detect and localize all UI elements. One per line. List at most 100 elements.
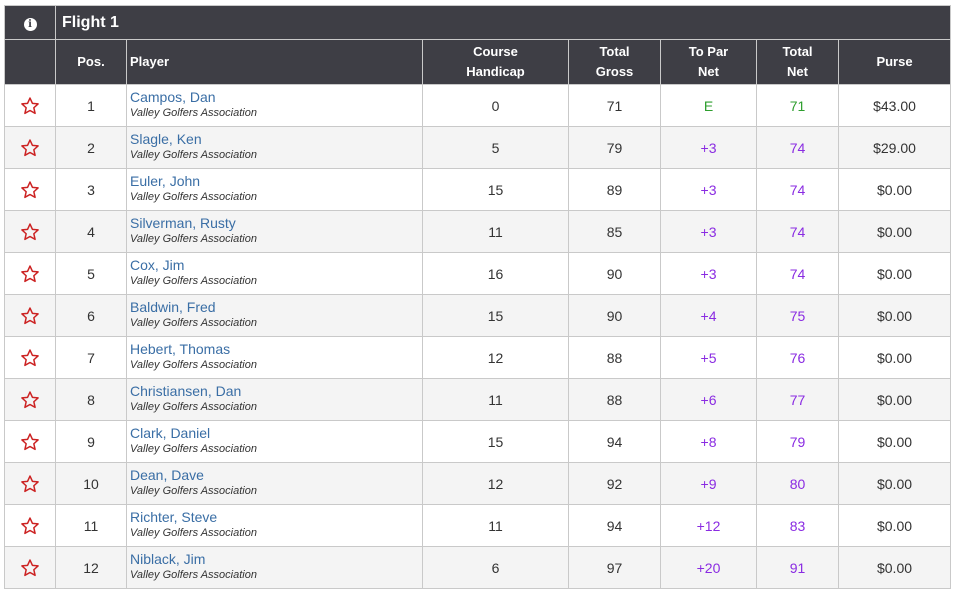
purse-cell: $0.00 xyxy=(837,210,952,253)
gross-cell: 88 xyxy=(568,378,661,421)
player-cell: Slagle, Ken Valley Golfers Association xyxy=(126,126,423,169)
player-name-link[interactable]: Euler, John xyxy=(130,173,201,189)
purse-column-header[interactable]: Purse xyxy=(837,39,952,85)
player-club: Valley Golfers Association xyxy=(130,191,257,203)
player-club: Valley Golfers Association xyxy=(130,401,257,413)
net-cell: 74 xyxy=(756,168,839,211)
player-cell: Euler, John Valley Golfers Association xyxy=(126,168,423,211)
column-header-row: Pos. Player Course Handicap Total Gross To… xyxy=(4,39,952,85)
gross-cell: 89 xyxy=(568,168,661,211)
topar-cell: +4 xyxy=(660,294,757,337)
player-name-link[interactable]: Richter, Steve xyxy=(130,509,218,525)
handicap-column-header[interactable]: Course Handicap xyxy=(422,39,569,85)
player-club: Valley Golfers Association xyxy=(130,149,257,161)
purse-cell: $29.00 xyxy=(837,126,952,169)
topar-cell: +6 xyxy=(660,378,757,421)
star-outline-icon xyxy=(21,138,39,156)
net-cell: 77 xyxy=(756,378,839,421)
topar-cell: +3 xyxy=(660,210,757,253)
flight-title: Flight 1 xyxy=(54,5,952,40)
star-outline-icon xyxy=(21,474,39,492)
handicap-header-line2: Handicap xyxy=(466,64,525,79)
pos-cell: 4 xyxy=(55,210,127,253)
gross-column-header[interactable]: Total Gross xyxy=(568,39,661,85)
purse-cell: $0.00 xyxy=(837,420,952,463)
favorite-toggle[interactable] xyxy=(4,252,56,295)
favorite-toggle[interactable] xyxy=(4,504,56,547)
topar-header-line1: To Par xyxy=(688,44,729,59)
player-name-link[interactable]: Baldwin, Fred xyxy=(130,299,216,315)
gross-cell: 85 xyxy=(568,210,661,253)
topar-cell: +3 xyxy=(660,168,757,211)
handicap-cell: 12 xyxy=(422,462,569,505)
player-club: Valley Golfers Association xyxy=(130,275,257,287)
purse-cell: $43.00 xyxy=(837,84,952,127)
pos-cell: 5 xyxy=(55,252,127,295)
net-cell: 74 xyxy=(756,210,839,253)
player-name-link[interactable]: Christiansen, Dan xyxy=(130,383,242,399)
table-row: 5 Cox, Jim Valley Golfers Association 16 90 +… xyxy=(4,252,952,295)
net-header-line2: Net xyxy=(787,64,808,79)
topar-header-line2: Net xyxy=(698,64,719,79)
favorite-toggle[interactable] xyxy=(4,336,56,379)
player-column-header[interactable]: Player xyxy=(126,39,423,85)
net-column-header[interactable]: Total Net xyxy=(756,39,839,85)
purse-cell: $0.00 xyxy=(837,462,952,505)
pos-cell: 12 xyxy=(55,546,127,589)
purse-cell: $0.00 xyxy=(837,504,952,547)
star-outline-icon xyxy=(21,96,39,114)
pos-column-header[interactable]: Pos. xyxy=(55,39,127,85)
player-cell: Dean, Dave Valley Golfers Association xyxy=(126,462,423,505)
favorite-column-header xyxy=(4,39,56,85)
purse-cell: $0.00 xyxy=(837,168,952,211)
net-cell: 79 xyxy=(756,420,839,463)
star-outline-icon xyxy=(21,222,39,240)
player-name-link[interactable]: Silverman, Rusty xyxy=(130,215,236,231)
gross-cell: 97 xyxy=(568,546,661,589)
player-name-link[interactable]: Campos, Dan xyxy=(130,89,216,105)
handicap-cell: 0 xyxy=(422,84,569,127)
player-cell: Cox, Jim Valley Golfers Association xyxy=(126,252,423,295)
player-name-link[interactable]: Slagle, Ken xyxy=(130,131,202,147)
table-row: 8 Christiansen, Dan Valley Golfers Associa… xyxy=(4,378,952,421)
player-name-link[interactable]: Dean, Dave xyxy=(130,467,204,483)
topar-cell: +20 xyxy=(660,546,757,589)
favorite-toggle[interactable] xyxy=(4,294,56,337)
pos-cell: 3 xyxy=(55,168,127,211)
pos-cell: 9 xyxy=(55,420,127,463)
favorite-toggle[interactable] xyxy=(4,546,56,589)
leaderboard-table: i Flight 1 Pos. Player Course Handicap To… xyxy=(4,5,952,589)
gross-header-line1: Total xyxy=(599,44,630,59)
info-button[interactable]: i xyxy=(4,5,56,40)
purse-cell: $0.00 xyxy=(837,546,952,589)
player-name-link[interactable]: Clark, Daniel xyxy=(130,425,211,441)
purse-cell: $0.00 xyxy=(837,294,952,337)
purse-cell: $0.00 xyxy=(837,336,952,379)
player-cell: Campos, Dan Valley Golfers Association xyxy=(126,84,423,127)
handicap-cell: 12 xyxy=(422,336,569,379)
favorite-toggle[interactable] xyxy=(4,84,56,127)
player-name-link[interactable]: Niblack, Jim xyxy=(130,551,206,567)
purse-cell: $0.00 xyxy=(837,252,952,295)
player-name-link[interactable]: Hebert, Thomas xyxy=(130,341,231,357)
net-header-line1: Total xyxy=(782,44,813,59)
net-cell: 83 xyxy=(756,504,839,547)
info-icon[interactable]: i xyxy=(23,18,37,31)
handicap-cell: 11 xyxy=(422,504,569,547)
player-club: Valley Golfers Association xyxy=(130,527,257,539)
topar-column-header[interactable]: To Par Net xyxy=(660,39,757,85)
player-name-link[interactable]: Cox, Jim xyxy=(130,257,185,273)
purse-cell: $0.00 xyxy=(837,378,952,421)
favorite-toggle[interactable] xyxy=(4,168,56,211)
favorite-toggle[interactable] xyxy=(4,420,56,463)
table-row: 4 Silverman, Rusty Valley Golfers Associat… xyxy=(4,210,952,253)
player-club: Valley Golfers Association xyxy=(130,317,257,329)
topar-cell: +3 xyxy=(660,126,757,169)
favorite-toggle[interactable] xyxy=(4,378,56,421)
favorite-toggle[interactable] xyxy=(4,210,56,253)
favorite-toggle[interactable] xyxy=(4,462,56,505)
topar-cell: E xyxy=(660,84,757,127)
favorite-toggle[interactable] xyxy=(4,126,56,169)
table-row: 12 Niblack, Jim Valley Golfers Association… xyxy=(4,546,952,589)
player-club: Valley Golfers Association xyxy=(130,107,257,119)
